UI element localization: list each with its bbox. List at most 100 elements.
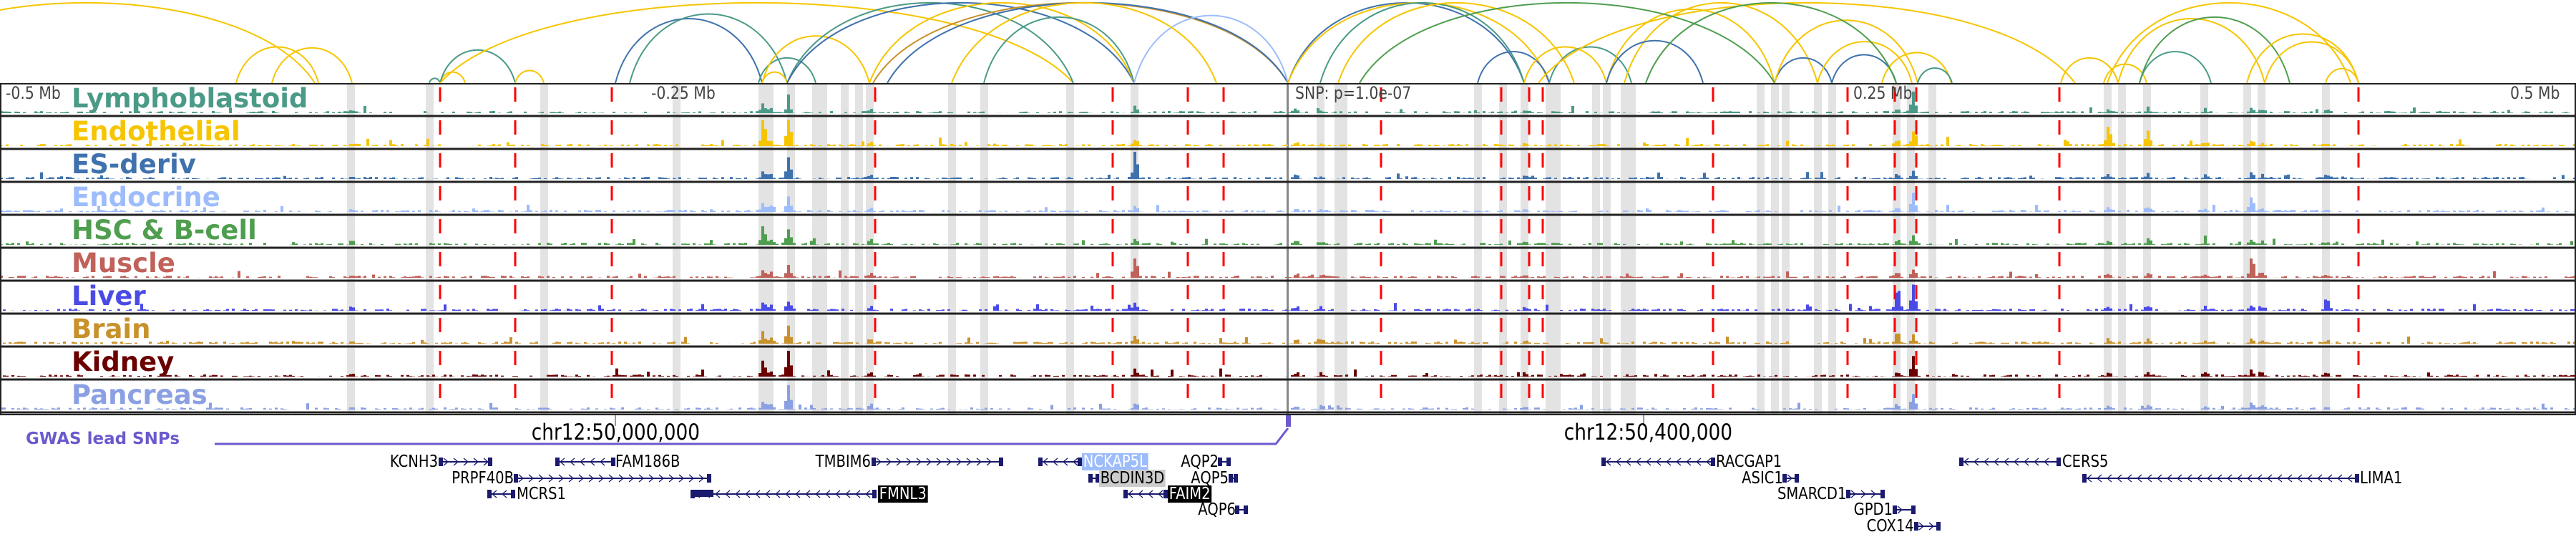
track-label-pancreas: Pancreas: [72, 379, 208, 410]
highlight-band: [841, 83, 849, 415]
gene-model-cers5: [1959, 458, 2061, 466]
highlight-band: [2322, 83, 2330, 415]
gene-label-aqp5[interactable]: AQP5: [1191, 469, 1229, 488]
gene-label-prpf40b[interactable]: PRPF40B: [452, 469, 514, 488]
track-label-hsc-b-cell: HSC & B-cell: [72, 215, 257, 246]
interaction-arc: [1133, 14, 1289, 84]
interaction-arc: [1645, 1, 1897, 84]
interaction-arc: [235, 46, 319, 84]
highlight-band: [540, 83, 548, 415]
gene-model-mcrs1: [487, 490, 515, 498]
gene-model-kcnh3: [439, 458, 492, 466]
gene-model-fam186b: [555, 458, 615, 466]
gene-label-smarcd1[interactable]: SMARCD1: [1777, 485, 1846, 503]
gene-model-racgap1: [1601, 458, 1715, 466]
highlight-bands: [347, 83, 2330, 415]
gene-label-lima1[interactable]: LIMA1: [2360, 469, 2403, 488]
interaction-arc: [761, 71, 788, 84]
interaction-arc: [1817, 41, 1913, 84]
interaction-arc: [758, 57, 816, 84]
interaction-arc: [887, 1, 1289, 84]
interaction-arc: [2139, 51, 2212, 84]
gene-label-bcdin3d[interactable]: BCDIN3D: [1099, 469, 1166, 488]
highlight-band: [1335, 83, 1342, 415]
interaction-arc: [786, 2, 1074, 84]
interaction-arc: [2325, 67, 2359, 84]
highlight-band: [1499, 83, 1507, 415]
gene-label-faim2[interactable]: FAIM2: [1168, 485, 1212, 503]
highlight-band: [1066, 83, 1074, 415]
interaction-arc: [872, 1, 1289, 84]
gene-label-nckap5l[interactable]: NCKAP5L: [1082, 453, 1148, 471]
interaction-arc: [1287, 1, 1550, 84]
gene-model-aqp6: [1235, 505, 1248, 514]
interaction-arc: [271, 47, 353, 84]
highlight-band: [1828, 83, 1836, 415]
coordinate-label-50400000: chr12:50,400,000: [1563, 420, 1733, 445]
interaction-arc: [1606, 39, 1704, 84]
interaction-arc: [1523, 46, 1607, 84]
interaction-arc: [439, 1, 1074, 84]
highlight-band: [1592, 83, 1600, 415]
interaction-arc: [0, 2, 316, 84]
highlight-band: [855, 83, 863, 415]
highlight-band: [347, 83, 355, 415]
gene-model-prpf40b: [514, 474, 711, 483]
gene-label-fmnl3[interactable]: FMNL3: [878, 485, 928, 503]
gene-label-aqp6[interactable]: AQP6: [1198, 500, 1236, 519]
highlight-band: [1757, 83, 1765, 415]
highlight-band: [948, 83, 956, 415]
lead-snp-line: [1287, 83, 1289, 415]
fmnl3-utr: [692, 490, 713, 497]
gene-label-aqp2[interactable]: AQP2: [1181, 453, 1219, 471]
gene-model-gpd1: [1893, 505, 1916, 514]
signal-track-lymphoblastoid: [0, 91, 2576, 113]
highlight-band: [1771, 83, 1779, 415]
gene-label-mcrs1[interactable]: MCRS1: [517, 485, 566, 503]
axis-label-left-mid: -0.25 Mb: [651, 83, 716, 103]
interaction-arc: [761, 35, 870, 84]
interaction-arc: [1917, 67, 1953, 84]
interaction-arc: [1881, 52, 1952, 84]
highlight-band: [812, 83, 820, 415]
highlight-band: [2200, 83, 2208, 415]
interaction-arc: [429, 77, 441, 84]
highlight-band: [1893, 83, 1901, 415]
highlight-band: [787, 83, 795, 415]
highlight-band: [1340, 83, 1347, 415]
gene-label-cox14[interactable]: COX14: [1866, 517, 1914, 536]
track-label-endothelial: Endothelial: [72, 116, 240, 147]
gene-model-aqp2: [1218, 458, 1231, 466]
highlight-band: [2243, 83, 2251, 415]
signal-tracks: [0, 83, 2576, 415]
axis-label-left: -0.5 Mb: [6, 83, 61, 103]
interaction-arc: [1624, 2, 1818, 84]
gene-model-lima1: [2082, 474, 2359, 483]
highlight-band: [819, 83, 827, 415]
gwas-snp-marker[interactable]: [1286, 415, 1291, 427]
gene-model-asic1: [1782, 474, 1799, 483]
gene-model-faim2: [1123, 490, 1168, 498]
gene-label-kcnh3[interactable]: KCNH3: [389, 453, 438, 471]
gene-label-racgap1[interactable]: RACGAP1: [1716, 453, 1782, 471]
highlight-band: [1474, 83, 1482, 415]
snp-highlight-lines: [439, 83, 2360, 415]
gene-model-fmnl3: [691, 490, 877, 498]
track-label-liver: Liver: [72, 281, 146, 311]
gene-label-cers5[interactable]: CERS5: [2062, 453, 2109, 471]
gene-label-gpd1[interactable]: GPD1: [1853, 500, 1893, 519]
highlight-band: [1546, 83, 1553, 415]
gene-label-asic1[interactable]: ASIC1: [1742, 469, 1783, 488]
gene-model-aqp5: [1229, 474, 1238, 483]
interaction-arc: [983, 16, 1135, 84]
interaction-arc: [1319, 2, 1525, 84]
track-label-brain: Brain: [72, 314, 151, 344]
interaction-arc: [1477, 51, 1550, 84]
interaction-arc: [2264, 41, 2359, 84]
gene-label-fam186b[interactable]: FAM186B: [615, 453, 680, 471]
axis-label-snp: SNP: p=1.0e-07: [1295, 83, 1412, 103]
highlight-band: [758, 83, 766, 415]
gene-label-tmbim6[interactable]: TMBIM6: [815, 453, 871, 471]
highlight-band: [1928, 83, 1936, 415]
highlight-band: [426, 83, 434, 415]
